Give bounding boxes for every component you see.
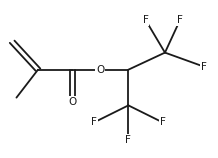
Text: F: F xyxy=(143,15,148,25)
Text: O: O xyxy=(68,97,77,107)
Text: O: O xyxy=(96,65,104,75)
Text: F: F xyxy=(91,117,97,128)
Text: F: F xyxy=(177,15,183,25)
Text: F: F xyxy=(201,62,207,72)
Text: F: F xyxy=(160,117,166,128)
Text: F: F xyxy=(125,134,131,145)
